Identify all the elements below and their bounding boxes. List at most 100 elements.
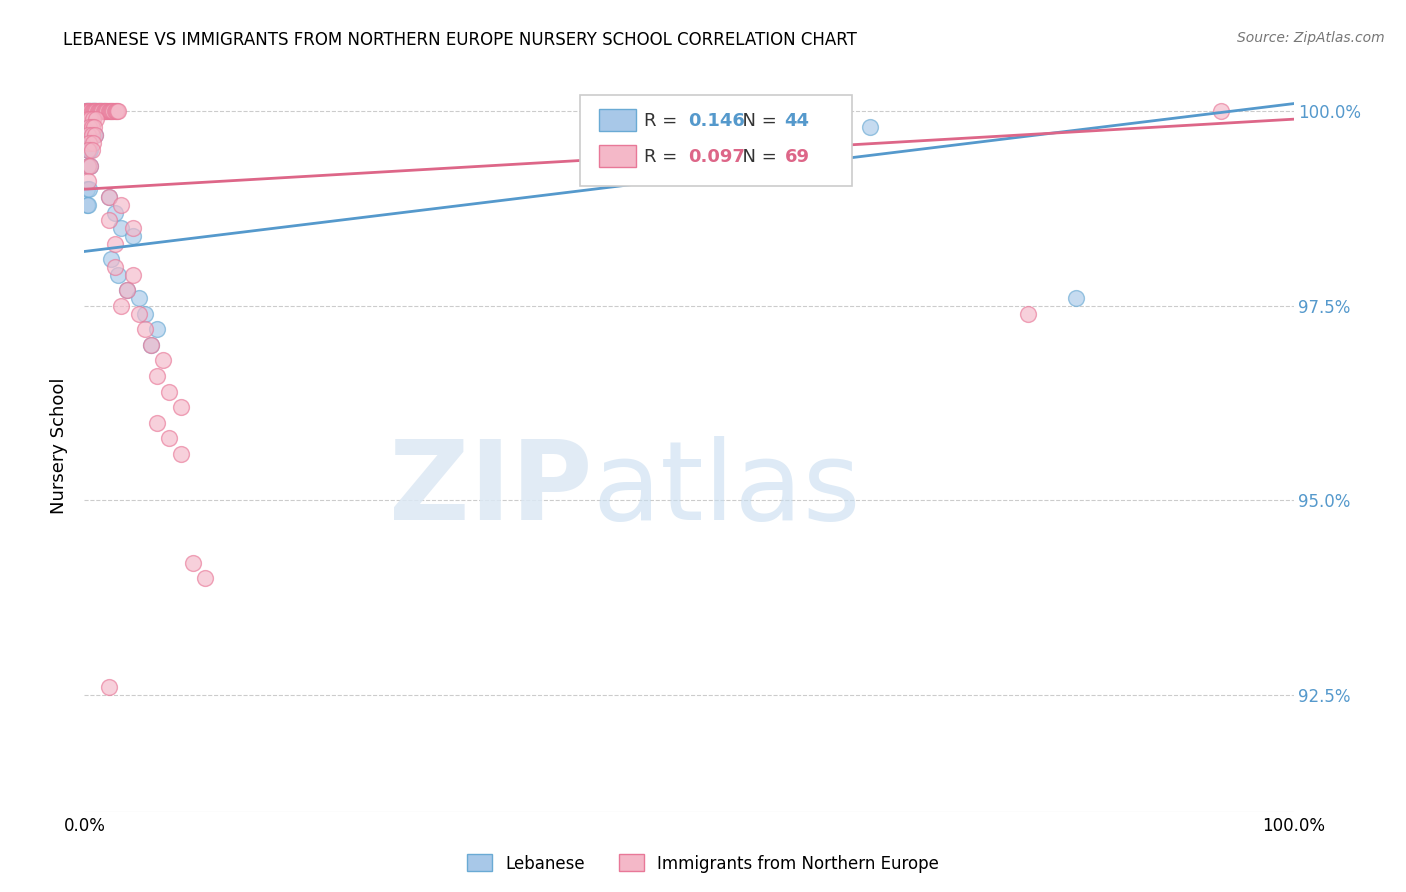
- Text: R =: R =: [644, 112, 683, 129]
- Point: [93, 104, 115, 119]
- Point: [80, 128, 103, 142]
- Point: [77, 144, 100, 158]
- Point: [79, 144, 101, 158]
- Point: [80, 120, 103, 134]
- Point: [77, 182, 100, 196]
- Point: [139, 338, 162, 352]
- Point: [121, 228, 143, 243]
- Point: [84, 128, 107, 142]
- Point: [1209, 104, 1232, 119]
- Point: [134, 322, 156, 336]
- Point: [77, 159, 100, 173]
- Point: [146, 322, 169, 336]
- Point: [101, 104, 124, 119]
- Point: [82, 112, 104, 127]
- Point: [86, 112, 108, 127]
- Point: [86, 104, 108, 119]
- Point: [104, 104, 127, 119]
- Point: [77, 104, 100, 119]
- Point: [79, 112, 101, 127]
- Point: [77, 120, 100, 134]
- Point: [76, 104, 98, 119]
- Point: [96, 104, 118, 119]
- Point: [80, 104, 103, 119]
- Point: [82, 104, 104, 119]
- Point: [77, 128, 100, 142]
- Point: [77, 159, 100, 173]
- FancyBboxPatch shape: [581, 95, 852, 186]
- Point: [77, 104, 100, 119]
- Point: [134, 307, 156, 321]
- Text: 0.097: 0.097: [688, 148, 745, 166]
- Point: [128, 307, 150, 321]
- Point: [98, 104, 121, 119]
- Point: [94, 104, 117, 119]
- Point: [82, 128, 104, 142]
- Point: [77, 104, 100, 119]
- Point: [89, 104, 111, 119]
- Point: [181, 556, 204, 570]
- Point: [80, 144, 103, 158]
- Point: [79, 104, 101, 119]
- Point: [94, 104, 117, 119]
- Point: [76, 198, 98, 212]
- Point: [107, 268, 129, 282]
- Point: [97, 190, 120, 204]
- Point: [121, 221, 143, 235]
- Point: [152, 353, 174, 368]
- Text: 69: 69: [785, 148, 810, 166]
- Point: [80, 104, 103, 119]
- Legend: Lebanese, Immigrants from Northern Europe: Lebanese, Immigrants from Northern Europ…: [461, 847, 945, 880]
- Point: [104, 104, 127, 119]
- Point: [83, 104, 105, 119]
- Point: [84, 104, 107, 119]
- Y-axis label: Nursery School: Nursery School: [51, 377, 69, 515]
- Point: [100, 104, 122, 119]
- Point: [77, 112, 100, 127]
- Point: [115, 284, 138, 298]
- Point: [97, 680, 120, 694]
- Point: [77, 144, 100, 158]
- Point: [76, 104, 98, 119]
- Point: [170, 447, 193, 461]
- Point: [121, 268, 143, 282]
- Point: [105, 104, 128, 119]
- Point: [170, 400, 193, 414]
- Point: [79, 159, 101, 173]
- Point: [79, 159, 101, 173]
- Point: [107, 104, 129, 119]
- Text: 44: 44: [785, 112, 810, 129]
- Text: N =: N =: [731, 148, 783, 166]
- Point: [859, 120, 882, 134]
- Point: [75, 112, 97, 127]
- Point: [87, 104, 110, 119]
- Point: [139, 338, 162, 352]
- Point: [110, 198, 132, 212]
- Point: [84, 128, 107, 142]
- Point: [97, 104, 120, 119]
- Point: [115, 284, 138, 298]
- Point: [79, 120, 101, 134]
- Text: R =: R =: [644, 148, 683, 166]
- Point: [128, 291, 150, 305]
- Text: LEBANESE VS IMMIGRANTS FROM NORTHERN EUROPE NURSERY SCHOOL CORRELATION CHART: LEBANESE VS IMMIGRANTS FROM NORTHERN EUR…: [63, 31, 858, 49]
- Point: [77, 198, 100, 212]
- Point: [104, 236, 127, 251]
- Point: [86, 104, 108, 119]
- Point: [103, 104, 125, 119]
- Text: ZIP: ZIP: [389, 436, 592, 543]
- Point: [77, 144, 100, 158]
- Point: [75, 104, 97, 119]
- Point: [194, 571, 217, 585]
- Point: [1064, 291, 1087, 305]
- Point: [157, 431, 180, 445]
- FancyBboxPatch shape: [599, 145, 636, 168]
- Point: [93, 104, 115, 119]
- Point: [79, 104, 101, 119]
- Point: [79, 128, 101, 142]
- Point: [100, 252, 122, 267]
- FancyBboxPatch shape: [599, 109, 636, 131]
- Point: [82, 104, 104, 119]
- Point: [87, 104, 110, 119]
- Point: [90, 104, 112, 119]
